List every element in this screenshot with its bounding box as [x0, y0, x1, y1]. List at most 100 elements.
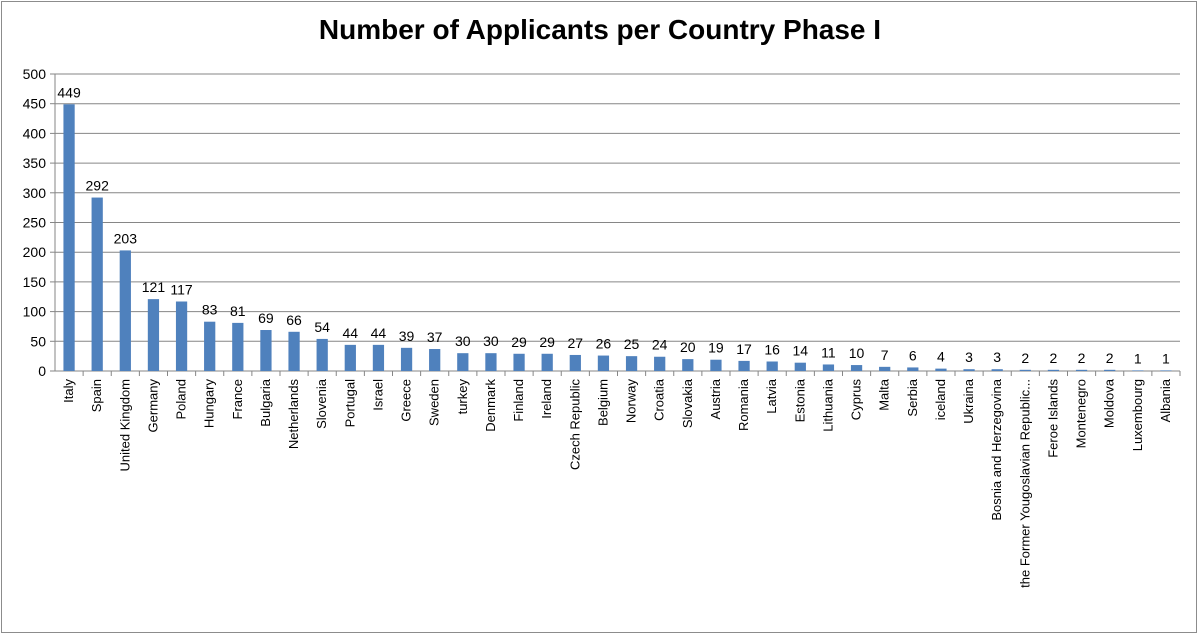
bar [738, 360, 750, 371]
bar-value-label: 16 [764, 341, 780, 357]
bar [822, 364, 835, 371]
bar [91, 197, 103, 371]
category-label: Israel [370, 379, 385, 411]
bar-value-label: 4 [937, 349, 945, 365]
category-label: Luxembourg [1130, 379, 1145, 451]
category-label: Cyprus [849, 379, 864, 421]
bar [654, 356, 666, 371]
bar-value-label: 292 [86, 178, 110, 194]
y-tick-label: 200 [23, 244, 47, 260]
bar-value-label: 6 [909, 347, 917, 363]
category-label: Serbia [905, 378, 920, 416]
bar-value-label: 117 [170, 282, 193, 298]
bar [935, 368, 947, 371]
category-label: Portugal [342, 379, 357, 428]
bar-value-label: 2 [1106, 350, 1114, 366]
bar-value-label: 27 [568, 335, 584, 351]
category-label: Moldova [1102, 378, 1117, 428]
bar [485, 353, 497, 371]
bar [907, 367, 919, 371]
bar-value-label: 29 [539, 334, 555, 350]
y-tick-label: 50 [30, 333, 46, 349]
category-label: Albania [1158, 378, 1173, 422]
category-label: Greece [399, 379, 414, 422]
bar-value-label: 29 [511, 334, 527, 350]
y-tick-label: 250 [23, 215, 47, 231]
category-label: Estonia [792, 378, 807, 422]
bar-value-label: 11 [821, 344, 836, 360]
bar [963, 369, 975, 371]
bar-value-label: 3 [965, 349, 973, 365]
category-label: France [230, 379, 245, 419]
category-label: Poland [174, 379, 189, 419]
bar [288, 331, 300, 371]
category-label: Austria [708, 378, 723, 419]
category-label: Slovakia [680, 378, 695, 428]
bar-value-label: 1 [1162, 350, 1170, 366]
category-label: turkey [455, 379, 470, 415]
bar [710, 359, 722, 371]
category-label: Belgium [595, 379, 610, 426]
bar [372, 344, 385, 371]
bar [625, 356, 638, 371]
category-label: Italy [61, 379, 76, 403]
bar-value-label: 44 [371, 325, 387, 341]
category-label: Ireland [539, 379, 554, 419]
category-label: Ukraina [961, 378, 976, 424]
bar-value-label: 81 [230, 303, 246, 319]
category-label: Bosnia and Herzegovina [989, 378, 1004, 520]
category-label: Netherlands [286, 379, 301, 450]
bar-value-label: 19 [708, 340, 724, 356]
bar [400, 347, 413, 371]
y-tick-label: 0 [38, 363, 46, 379]
bar [147, 299, 160, 371]
bar [850, 365, 863, 371]
bar [1019, 369, 1031, 371]
bar-value-label: 2 [1021, 350, 1029, 366]
category-label: Bulgaria [258, 378, 273, 426]
bar-value-label: 1 [1134, 350, 1142, 366]
bar [232, 322, 244, 371]
bar-value-label: 24 [652, 337, 668, 353]
bar-value-label: 44 [343, 325, 359, 341]
category-label: Denmark [483, 379, 498, 432]
category-label: Montenegro [1074, 379, 1089, 448]
category-label: United Kingdom [117, 379, 132, 472]
category-label: the Former Yougoslavian Republic... [1017, 379, 1032, 588]
y-tick-label: 350 [23, 155, 47, 171]
bar-value-label: 37 [427, 329, 443, 345]
category-label: Hungary [202, 379, 217, 429]
bar [429, 349, 441, 371]
bar [175, 301, 188, 371]
category-label: Finland [511, 379, 526, 422]
bar [1132, 370, 1144, 371]
y-tick-label: 300 [23, 185, 47, 201]
bar [794, 362, 806, 371]
bar [457, 353, 469, 371]
category-label: Lithuania [820, 378, 835, 432]
bar-value-label: 39 [399, 328, 415, 344]
bar-value-label: 66 [286, 312, 302, 328]
bar-value-label: 17 [736, 341, 752, 357]
bar-value-label: 3 [993, 349, 1001, 365]
category-label: Romania [736, 378, 751, 431]
bar [569, 354, 581, 371]
bar [682, 359, 694, 371]
bar [991, 369, 1003, 371]
chart-title: Number of Applicants per Country Phase I [318, 14, 882, 45]
category-label: Feroe Islands [1045, 379, 1060, 458]
bar-value-label: 30 [483, 333, 499, 349]
bar [260, 330, 272, 371]
bar [316, 338, 328, 371]
bar-value-label: 26 [596, 336, 612, 352]
bar [766, 361, 778, 371]
bar [1075, 369, 1088, 371]
bar-value-label: 203 [114, 230, 138, 246]
bar-value-label: 10 [849, 345, 865, 361]
bar [541, 353, 553, 371]
bar-value-label: 2 [1050, 350, 1058, 366]
bar-value-label: 25 [624, 336, 640, 352]
bar [119, 250, 131, 371]
